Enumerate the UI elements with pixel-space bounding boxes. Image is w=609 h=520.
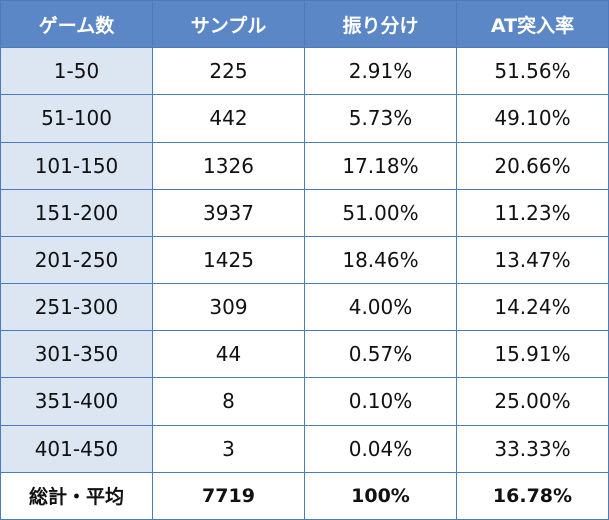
cell: 201-250	[0, 235, 153, 285]
cell: 13.47%	[456, 235, 609, 285]
cell: 225	[152, 47, 305, 96]
cell: 251-300	[0, 283, 153, 332]
cell: 351-400	[0, 377, 153, 426]
header-cell: サンプル	[152, 0, 305, 49]
cell: 401-450	[0, 424, 153, 473]
total-row: 総計・平均 7719 100% 16.78%	[0, 471, 609, 520]
data-row: 1-50 225 2.91% 51.56%	[0, 47, 609, 96]
data-row: 101-150 1326 17.18% 20.66%	[0, 141, 609, 190]
cell: 301-350	[0, 330, 153, 379]
cell: 18.46%	[304, 235, 457, 285]
cell: 1326	[152, 141, 305, 190]
cell: 3937	[152, 188, 305, 237]
header-row: ゲーム数 サンプル 振り分け AT突入率	[0, 0, 609, 49]
cell: 151-200	[0, 188, 153, 237]
cell: 51.56%	[456, 47, 609, 96]
cell: 5.73%	[304, 94, 457, 143]
data-row: 201-250 1425 18.46% 13.47%	[0, 235, 609, 285]
data-row: 401-450 3 0.04% 33.33%	[0, 424, 609, 473]
cell: 15.91%	[456, 330, 609, 379]
total-cell: 16.78%	[456, 471, 609, 520]
data-row: 351-400 8 0.10% 25.00%	[0, 377, 609, 426]
cell: 44	[152, 330, 305, 379]
cell: 0.57%	[304, 330, 457, 379]
cell: 0.10%	[304, 377, 457, 426]
data-row: 51-100 442 5.73% 49.10%	[0, 94, 609, 143]
cell: 2.91%	[304, 47, 457, 96]
cell: 20.66%	[456, 141, 609, 190]
cell: 51-100	[0, 94, 153, 143]
cell: 442	[152, 94, 305, 143]
cell: 25.00%	[456, 377, 609, 426]
cell: 33.33%	[456, 424, 609, 473]
header-cell: AT突入率	[456, 0, 609, 49]
data-row: 251-300 309 4.00% 14.24%	[0, 283, 609, 332]
cell: 3	[152, 424, 305, 473]
cell: 1425	[152, 235, 305, 285]
total-cell: 100%	[304, 471, 457, 520]
cell: 17.18%	[304, 141, 457, 190]
header-cell: 振り分け	[304, 0, 457, 49]
total-cell: 7719	[152, 471, 305, 520]
cell: 101-150	[0, 141, 153, 190]
cell: 51.00%	[304, 188, 457, 237]
total-cell: 総計・平均	[0, 471, 153, 520]
data-row: 151-200 3937 51.00% 11.23%	[0, 188, 609, 237]
cell: 14.24%	[456, 283, 609, 332]
cell: 49.10%	[456, 94, 609, 143]
cell: 11.23%	[456, 188, 609, 237]
cell: 4.00%	[304, 283, 457, 332]
cell: 309	[152, 283, 305, 332]
header-cell: ゲーム数	[0, 0, 153, 49]
cell: 8	[152, 377, 305, 426]
data-row: 301-350 44 0.57% 15.91%	[0, 330, 609, 379]
cell: 1-50	[0, 47, 153, 96]
cell: 0.04%	[304, 424, 457, 473]
